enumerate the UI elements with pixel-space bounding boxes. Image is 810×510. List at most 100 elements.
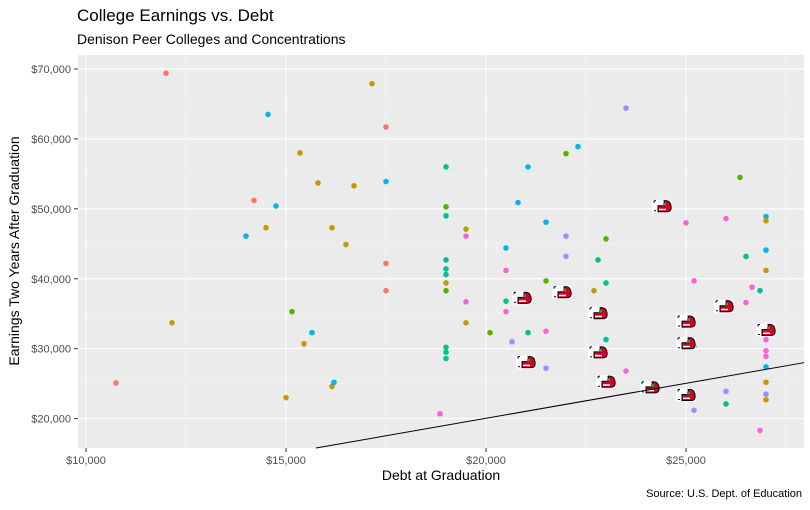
denison-marker [596, 375, 616, 389]
denison-marker [676, 315, 696, 329]
data-point [443, 213, 449, 219]
x-tick-label: $20,000 [466, 455, 506, 467]
denison-marker [652, 199, 672, 213]
data-point [763, 396, 769, 403]
denison-marker [512, 291, 532, 305]
data-point [443, 349, 449, 355]
data-point [595, 257, 601, 263]
data-point [743, 299, 749, 306]
data-point [283, 394, 289, 401]
data-point [575, 143, 581, 150]
y-axis-title: Earnings Two Years After Graduation [6, 136, 22, 365]
chart-subtitle: Denison Peer Colleges and Concentrations [77, 31, 346, 47]
data-point [763, 247, 769, 253]
data-point [763, 347, 769, 354]
data-point [691, 278, 697, 284]
marker-accent [523, 294, 526, 298]
data-point [443, 355, 449, 362]
data-point [329, 224, 335, 231]
marker-bracket [641, 381, 644, 393]
data-points [113, 70, 769, 434]
y-tick-label: $20,000 [31, 414, 71, 426]
data-point [563, 150, 569, 157]
marker-bracket [597, 375, 600, 387]
data-point [623, 105, 629, 111]
data-point [383, 124, 389, 130]
data-point [383, 260, 389, 267]
data-point [383, 287, 389, 294]
data-point [169, 320, 175, 326]
denison-marker [714, 299, 734, 313]
marker-bracket [589, 307, 592, 319]
marker-bracket [677, 337, 680, 349]
marker-bracket [677, 315, 680, 327]
data-point [503, 245, 509, 251]
data-point [763, 213, 769, 220]
marker-stripe [595, 315, 602, 318]
data-point [443, 257, 449, 263]
marker-accent [663, 202, 666, 206]
marker-stripe [763, 332, 770, 335]
plot-panel [78, 55, 804, 448]
denison-marker [676, 388, 696, 402]
data-point [243, 233, 249, 239]
data-point [757, 287, 763, 294]
data-point [443, 344, 449, 351]
data-point [273, 203, 279, 209]
y-tick-label: $70,000 [31, 64, 71, 76]
data-point [723, 401, 729, 407]
data-point [737, 174, 743, 181]
data-point [723, 215, 729, 222]
data-point [163, 70, 169, 76]
data-point [525, 329, 531, 336]
data-point [265, 111, 271, 118]
data-point [301, 341, 307, 347]
x-tick-label: $25,000 [666, 455, 706, 467]
data-point [297, 150, 303, 156]
data-point [763, 217, 769, 224]
data-point [543, 278, 549, 284]
data-point [763, 391, 769, 397]
data-point [443, 266, 449, 272]
data-point [509, 338, 515, 345]
data-point [463, 299, 469, 305]
marker-stripe [647, 389, 654, 392]
marker-stripe [559, 294, 566, 297]
marker-accent [687, 391, 690, 395]
data-point [251, 197, 257, 204]
data-point [443, 280, 449, 286]
data-point [749, 284, 755, 290]
data-point [463, 226, 469, 232]
data-point [743, 253, 749, 260]
data-point [563, 253, 569, 260]
marker-accent [687, 339, 690, 343]
chart-caption: Source: U.S. Dept. of Education [646, 488, 802, 500]
data-point [763, 379, 769, 386]
data-point [315, 180, 321, 186]
data-point [443, 164, 449, 170]
marker-stripe [683, 345, 690, 348]
grid-major [78, 55, 804, 448]
marker-bracket [513, 291, 516, 303]
data-point [443, 203, 449, 210]
denison-marker [676, 336, 696, 350]
marker-accent [687, 318, 690, 322]
data-point [543, 328, 549, 335]
data-point [503, 298, 509, 304]
chart-title: College Earnings vs. Debt [77, 6, 274, 25]
marker-bracket [553, 286, 556, 298]
data-point [543, 365, 549, 372]
data-point [503, 308, 509, 315]
marker-stripe [603, 384, 610, 386]
marker-accent [599, 348, 602, 352]
marker-stripe [523, 364, 530, 367]
data-point [263, 224, 269, 231]
marker-accent [767, 326, 770, 330]
denison-marker [588, 345, 608, 359]
data-point [603, 236, 609, 242]
marker-stripe [683, 324, 690, 326]
data-point [443, 271, 449, 278]
data-point [543, 219, 549, 225]
denison-markers [512, 199, 776, 402]
